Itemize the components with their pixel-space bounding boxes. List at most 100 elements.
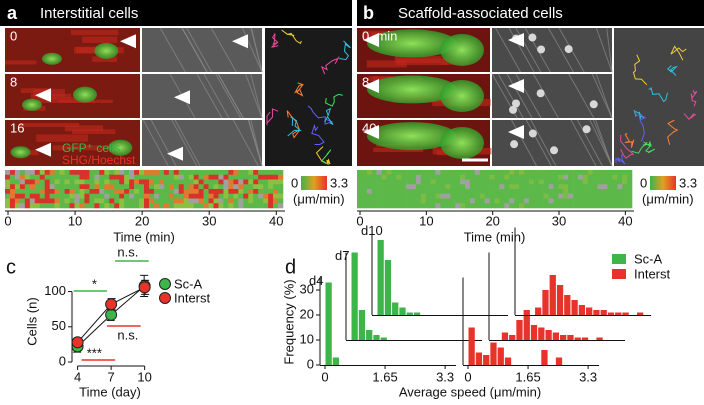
- heatmap-cell: [627, 189, 633, 195]
- heatmap-cell: [617, 193, 623, 199]
- heatmap-cell: [29, 184, 36, 190]
- arrowhead: [508, 79, 524, 93]
- heatmap-cell: [89, 203, 95, 209]
- heatmap-cell: [144, 184, 150, 190]
- heatmap-cell: [203, 174, 209, 180]
- heatmap-cell: [178, 184, 185, 190]
- heatmap-cell: [139, 189, 145, 195]
- heatmap-cell: [94, 198, 100, 204]
- cell: [440, 127, 484, 159]
- heatmap-cell: [228, 179, 234, 185]
- heatmap-cell: [509, 184, 515, 190]
- heatmap-cell: [519, 193, 525, 199]
- heatmap-cell: [243, 198, 249, 204]
- heatmap-cell: [622, 193, 628, 199]
- heatmap-cell: [183, 179, 189, 185]
- heatmap-cell: [519, 170, 525, 176]
- heatmap-cell: [218, 179, 224, 185]
- heatmap-cell: [430, 174, 436, 180]
- heatmap-cell: [99, 193, 105, 199]
- heatmap-cell: [587, 170, 594, 176]
- tissue-streak: [373, 147, 424, 153]
- heatmap-cell: [548, 170, 554, 176]
- heatmap-cell: [54, 203, 60, 209]
- heatmap-cell: [64, 189, 70, 195]
- histogram-bar: [523, 310, 530, 340]
- heatmap-cell: [158, 193, 165, 199]
- heatmap-cell: [415, 170, 422, 176]
- histogram-bar: [571, 300, 578, 315]
- heatmap-cell: [183, 198, 189, 204]
- heatmap-cell: [258, 193, 264, 199]
- histogram-bar: [358, 310, 366, 340]
- heatmap-cell: [558, 184, 564, 190]
- heatmap-cell: [582, 174, 589, 180]
- heatmap-cell: [198, 174, 204, 180]
- heatmap-cell: [109, 189, 115, 195]
- heatmap-cell: [357, 189, 363, 195]
- heatmap-cell: [479, 203, 485, 209]
- heatmap-cell: [263, 170, 269, 176]
- heatmap-cell: [573, 184, 579, 190]
- cell-track: [271, 33, 279, 48]
- heatmap-cell: [208, 198, 214, 204]
- fiber: [215, 73, 242, 119]
- heatmap-cell: [134, 184, 140, 190]
- heatmap-cell: [361, 198, 368, 204]
- heatmap-cell: [153, 189, 160, 195]
- heatmap-cell: [460, 189, 466, 195]
- fiber: [606, 27, 613, 73]
- heatmap-cell: [617, 174, 623, 180]
- heatmap-cell: [94, 179, 100, 185]
- heatmap-cell: [153, 170, 160, 176]
- heatmap-cell: [366, 184, 373, 190]
- heatmap-cell: [592, 193, 598, 199]
- heatmap-cell: [469, 179, 476, 185]
- heatmap-cell: [208, 189, 214, 195]
- heatmap-cell: [391, 174, 397, 180]
- heatmap-cell: [243, 184, 249, 190]
- heatmap-cell: [153, 179, 160, 185]
- heatmap-cell: [622, 184, 628, 190]
- heatmap-cell: [573, 198, 579, 204]
- heatmap-cell: [430, 179, 436, 185]
- heatmap-cell: [59, 179, 65, 185]
- heatmap-cell: [489, 179, 495, 185]
- heatmap-cell: [622, 170, 628, 176]
- heatmap-cell: [391, 193, 397, 199]
- heatmap-cell: [5, 184, 11, 190]
- heatmap-cell: [357, 174, 363, 180]
- heatmap-cell: [54, 189, 60, 195]
- fiber: [250, 119, 263, 167]
- heatmap-cell: [406, 170, 412, 176]
- heatmap-cell: [523, 170, 530, 176]
- heatmap-cell: [440, 179, 446, 185]
- heatmap-cell: [415, 193, 422, 199]
- heatmap-cell: [49, 179, 55, 185]
- heatmap-cell: [5, 198, 11, 204]
- heatmap-cell: [69, 174, 75, 180]
- heatmap-cell: [273, 170, 279, 176]
- heatmap-cell: [114, 170, 120, 176]
- heatmap-cell: [371, 203, 377, 209]
- heatmap-cell: [9, 170, 16, 176]
- heatmap-cell: [445, 170, 451, 176]
- heatmap-cell: [163, 184, 170, 190]
- heatmap-cell: [563, 189, 569, 195]
- fiber: [250, 73, 263, 119]
- heatmap-cell: [548, 203, 554, 209]
- heatmap-cell: [415, 174, 422, 180]
- histogram-bar: [574, 337, 581, 340]
- heatmap-cell: [9, 174, 16, 180]
- heatmap-cell: [514, 189, 520, 195]
- heatmap-cell: [84, 174, 90, 180]
- heatmap-cell: [425, 179, 431, 185]
- heatmap-cell: [474, 179, 481, 185]
- heatmap-cell: [450, 174, 456, 180]
- heatmap-cell: [14, 203, 21, 209]
- heatmap-cell: [440, 174, 446, 180]
- heatmap-cell: [460, 170, 466, 176]
- heatmap-cell: [238, 198, 244, 204]
- heatmap-cell: [253, 170, 259, 176]
- time-label: 8: [362, 74, 369, 89]
